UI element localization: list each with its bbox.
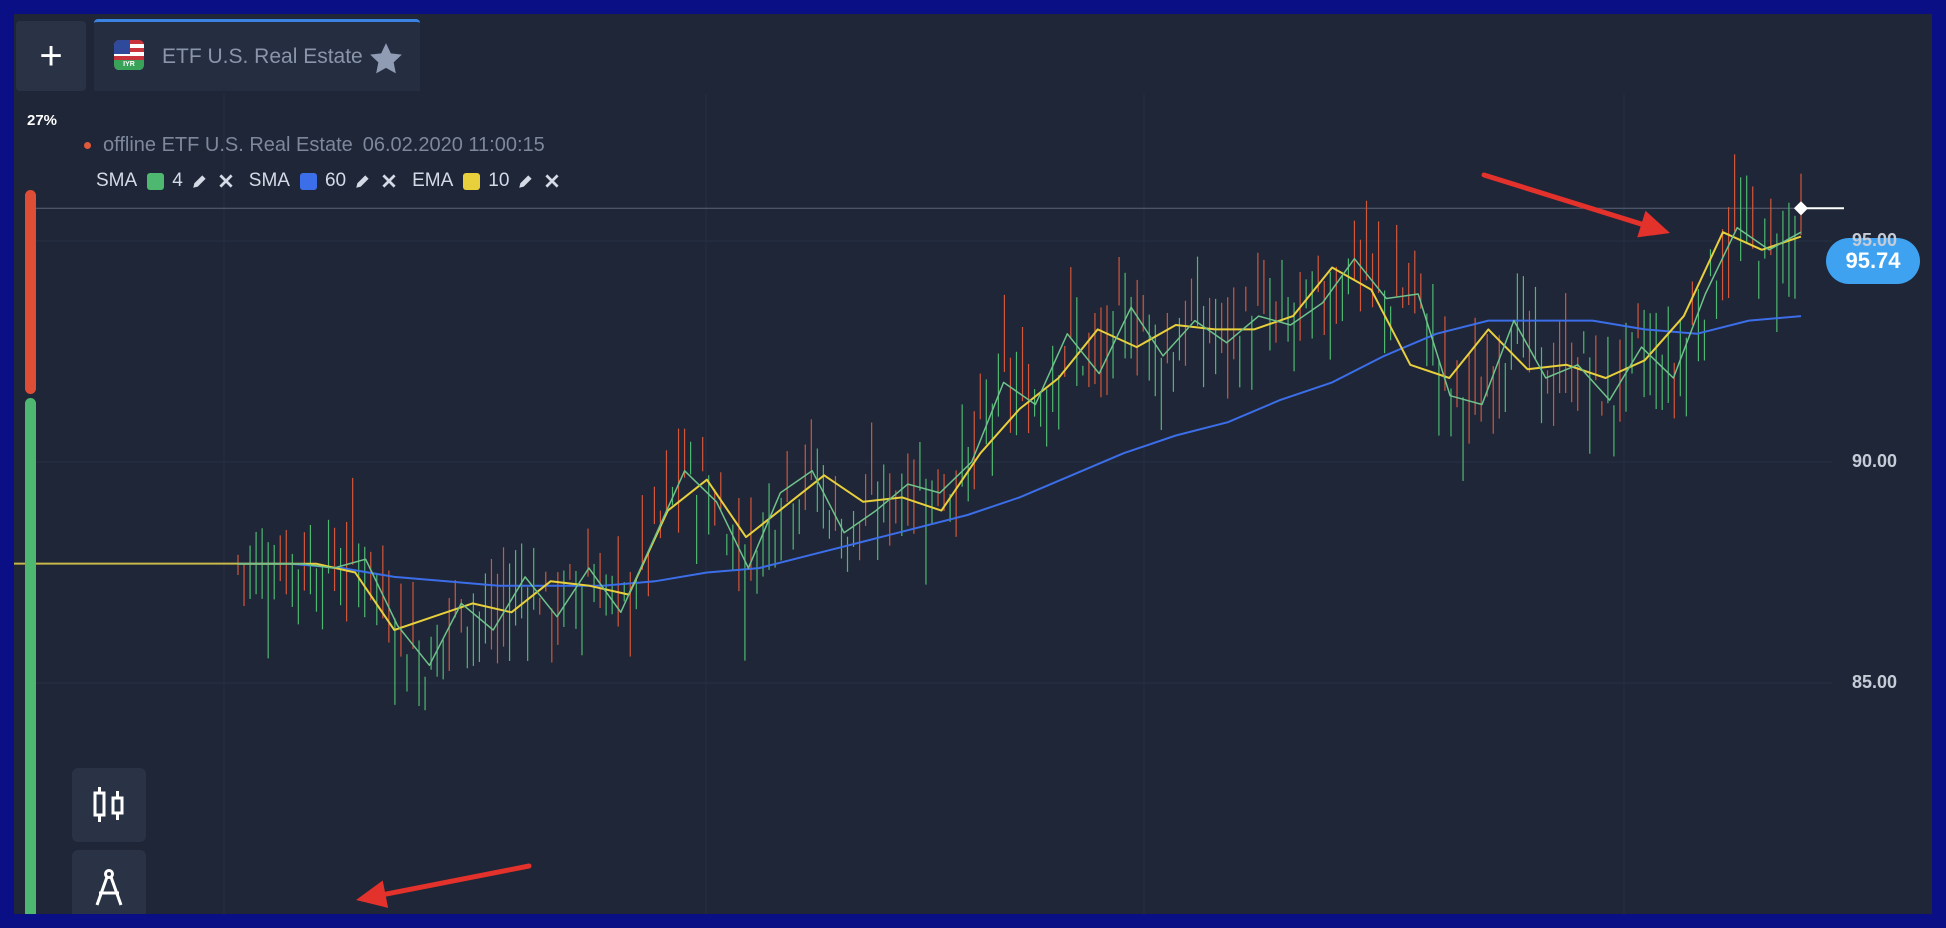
chart-window: + IYR ETF U.S. Real Estate 27% offline E… bbox=[14, 14, 1932, 914]
asset-tab[interactable]: IYR ETF U.S. Real Estate bbox=[94, 19, 420, 91]
y-axis-tick-label: 90.00 bbox=[1852, 451, 1898, 471]
pencil-icon[interactable] bbox=[191, 172, 209, 190]
indicator-legend: SMA 4 SMA 60 EMA 10 bbox=[96, 170, 575, 192]
current-price-marker bbox=[1793, 201, 1844, 216]
red-arrow-icon bbox=[356, 863, 532, 908]
sentiment-down-bar bbox=[25, 190, 36, 394]
price-chart[interactable] bbox=[14, 14, 1932, 914]
tab-title: ETF U.S. Real Estate bbox=[162, 45, 363, 68]
status-dot-icon bbox=[84, 142, 91, 149]
drawing-tool-icon bbox=[95, 869, 123, 906]
annotation-arrows bbox=[356, 172, 1670, 908]
status-asset: ETF U.S. Real Estate bbox=[161, 134, 353, 156]
indicator-name: SMA bbox=[248, 170, 290, 191]
status-datetime: 06.02.2020 11:00:15 bbox=[362, 134, 545, 156]
indicator-name: SMA bbox=[96, 170, 138, 191]
chart-grid bbox=[34, 94, 1832, 914]
flag-ticker: IYR bbox=[114, 60, 144, 70]
close-icon[interactable] bbox=[217, 172, 235, 190]
indicator-sma-60: SMA 60 bbox=[249, 170, 398, 192]
indicator-ema-10: EMA 10 bbox=[412, 170, 561, 192]
add-tab-button[interactable]: + bbox=[16, 21, 86, 91]
current-price-badge: 95.74 bbox=[1826, 238, 1920, 284]
chart-type-button[interactable] bbox=[72, 768, 146, 842]
sma-60-line bbox=[238, 315, 1802, 587]
ema10-path bbox=[238, 231, 1802, 631]
sentiment-up-bar bbox=[25, 398, 36, 914]
indicator-period: 60 bbox=[324, 170, 347, 191]
indicator-period: 10 bbox=[488, 170, 510, 191]
star-icon[interactable] bbox=[366, 39, 406, 79]
plus-icon: + bbox=[39, 34, 63, 78]
price-marker-diamond bbox=[1793, 201, 1809, 216]
red-arrow-icon bbox=[1481, 172, 1670, 238]
sma4-path bbox=[238, 226, 1802, 667]
close-icon[interactable] bbox=[543, 172, 561, 190]
pencil-icon[interactable] bbox=[517, 172, 535, 190]
ema-10-line bbox=[14, 231, 1802, 631]
sentiment-bar bbox=[25, 190, 36, 914]
sma60-path bbox=[238, 315, 1802, 587]
chart-type-icon bbox=[93, 787, 124, 822]
y-axis-tick-label: 85.00 bbox=[1852, 672, 1898, 692]
us-flag-icon: IYR bbox=[114, 40, 144, 70]
indicator-color-swatch bbox=[299, 172, 317, 190]
candlestick-series bbox=[237, 154, 1802, 711]
status-line: offline ETF U.S. Real Estate 06.02.2020 … bbox=[84, 134, 545, 157]
top-bar: + IYR ETF U.S. Real Estate bbox=[14, 14, 1932, 91]
drawing-tool-button[interactable] bbox=[72, 850, 146, 914]
indicator-sma-4: SMA 4 bbox=[96, 170, 235, 192]
indicator-color-swatch bbox=[147, 172, 165, 190]
y-axis-tick-label: 95.00 bbox=[1852, 230, 1898, 250]
indicator-color-swatch bbox=[463, 172, 481, 190]
pencil-icon[interactable] bbox=[354, 172, 372, 190]
sentiment-percent: 27% bbox=[26, 112, 58, 129]
close-icon[interactable] bbox=[380, 172, 398, 190]
indicator-period: 4 bbox=[172, 170, 183, 191]
sma-4-line bbox=[238, 226, 1802, 667]
indicator-name: EMA bbox=[412, 170, 454, 191]
status-state: offline bbox=[103, 134, 157, 156]
